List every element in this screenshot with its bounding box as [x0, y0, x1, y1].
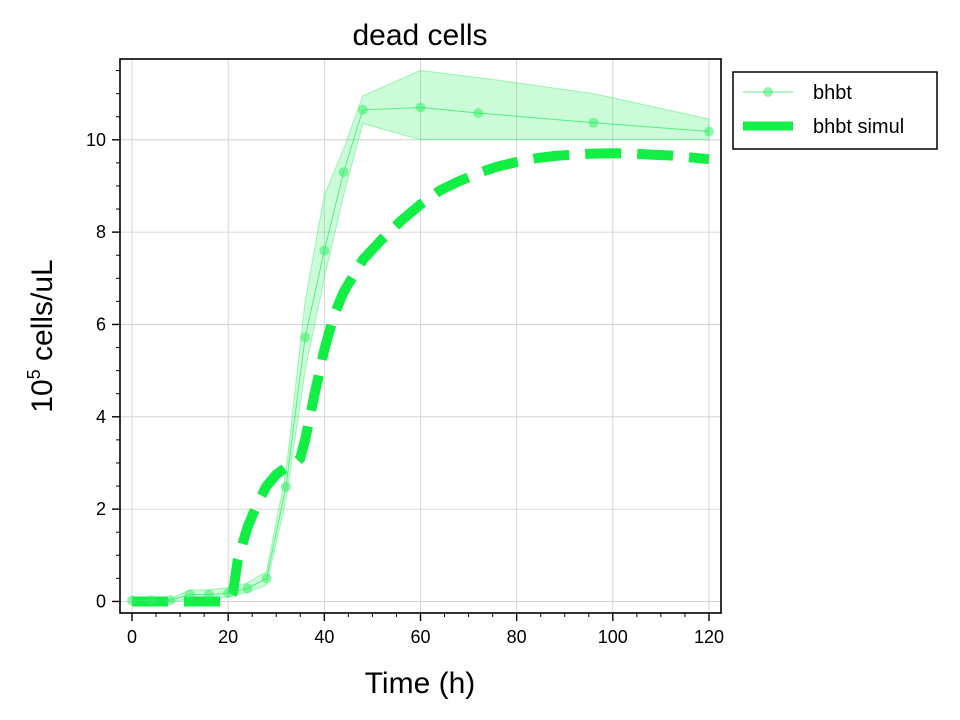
chart-title: dead cells	[352, 19, 487, 52]
bhbt-point	[473, 108, 484, 119]
x-tick-label: 120	[694, 627, 724, 647]
bhbt-point	[357, 104, 368, 115]
axis-ticks: 0 20 40 60 80 100 120 0 2 4 6 8 10	[86, 70, 724, 647]
grid	[120, 59, 721, 613]
bhbt-point	[203, 589, 214, 600]
bhbt-point	[415, 102, 426, 113]
y-tick-label: 6	[96, 314, 106, 334]
legend-box	[732, 71, 938, 150]
legend-bhbt-marker	[763, 87, 773, 97]
bhbt-point	[300, 332, 311, 343]
x-tick-label: 40	[314, 627, 334, 647]
bhbt-point	[280, 481, 291, 492]
y-tick-label: 0	[96, 591, 106, 611]
y-axis-label-exponent: 5	[24, 369, 44, 379]
x-tick-label: 100	[598, 627, 628, 647]
bhbt-point	[703, 126, 714, 137]
series-layer	[127, 102, 714, 607]
bhbt-error-band	[131, 69, 710, 602]
x-tick-label: 80	[507, 627, 527, 647]
y-tick-label: 2	[96, 499, 106, 519]
bhbt-point	[588, 117, 599, 128]
bhbt-point	[127, 595, 138, 606]
bhbt-point	[165, 595, 176, 606]
y-tick-label: 8	[96, 222, 106, 242]
y-tick-label: 4	[96, 407, 106, 427]
x-tick-label: 0	[127, 627, 137, 647]
bhbt-point	[242, 583, 253, 594]
legend: bhbt bhbt simul	[732, 71, 938, 150]
bhbt-point	[319, 245, 330, 256]
bhbt-point	[223, 588, 234, 599]
legend-bhbt-label: bhbt	[813, 82, 852, 104]
y-axis-label-base: 10	[26, 379, 59, 412]
x-tick-label: 60	[410, 627, 430, 647]
y-axis-label-unit: cells/uL	[26, 259, 59, 369]
bhbt-simul-line	[132, 148, 710, 607]
bhbt-point	[146, 595, 157, 606]
bhbt-band-area	[131, 69, 710, 602]
x-tick-label: 20	[218, 627, 238, 647]
bhbt-point	[338, 167, 349, 178]
bhbt-point	[261, 573, 272, 584]
bhbt-point	[184, 589, 195, 600]
legend-bhbt-simul-label: bhbt simul	[813, 116, 904, 138]
x-axis-label: Time (h)	[365, 667, 476, 700]
y-tick-label: 10	[86, 130, 106, 150]
y-axis-label: 105 cells/uL	[24, 259, 59, 412]
